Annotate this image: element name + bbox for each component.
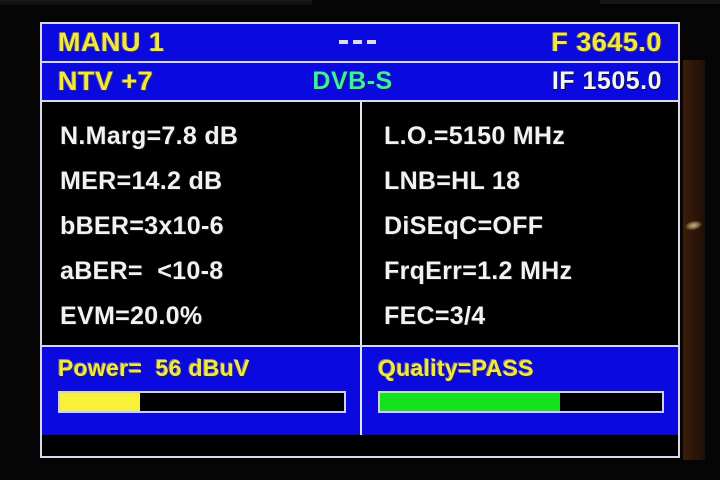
power-bar-track: [58, 391, 346, 413]
measurement-row: L.O.=5150 MHz: [384, 122, 566, 150]
measurement-row: DiSEqC=OFF: [384, 212, 544, 240]
signal-meter-screen: MANU 1 F 3645.0 NTV +7 DVB-S IF 1505.0 N…: [40, 22, 680, 458]
measurement-row: LNB=HL 18: [384, 167, 521, 195]
measurements-column-left: N.Marg=7.8 dB MER=14.2 dB bBER=3x10-6 aB…: [42, 102, 360, 345]
standard-label: DVB-S: [312, 67, 393, 95]
channel-name-label: NTV +7: [58, 66, 154, 96]
quality-meter: Quality=PASS: [360, 347, 678, 435]
measurement-row: MER=14.2 dB: [60, 167, 223, 195]
meters-area: Power= 56 dBuV Quality=PASS: [42, 347, 678, 435]
if-frequency-readout: IF 1505.0: [551, 67, 662, 95]
header-row-primary: MANU 1 F 3645.0: [42, 24, 678, 63]
quality-bar-fill: [380, 393, 561, 411]
header-row-secondary: NTV +7 DVB-S IF 1505.0: [42, 63, 678, 102]
power-label: Power= 56 dBuV: [58, 355, 250, 381]
measurement-mode-label: MANU 1: [58, 27, 165, 57]
power-meter: Power= 56 dBuV: [42, 347, 360, 435]
measurement-row: bBER=3x10-6: [60, 212, 224, 240]
quality-label: Quality=PASS: [378, 355, 534, 381]
measurement-row: EVM=20.0%: [60, 302, 203, 330]
quality-bar-track: [378, 391, 664, 413]
cabinet-edge: [683, 60, 705, 460]
power-bar-fill: [60, 393, 140, 411]
top-scan-band: [0, 0, 312, 5]
measurements-column-right: L.O.=5150 MHz LNB=HL 18 DiSEqC=OFF FrqEr…: [360, 102, 678, 345]
frequency-readout: F 3645.0: [551, 27, 662, 57]
measurement-row: N.Marg=7.8 dB: [60, 122, 239, 150]
measurement-row: FrqErr=1.2 MHz: [384, 257, 573, 285]
measurement-row: aBER= <10-8: [60, 257, 224, 285]
measurements-area: N.Marg=7.8 dB MER=14.2 dB bBER=3x10-6 aB…: [42, 102, 678, 347]
signal-indicator: [165, 34, 552, 52]
measurement-row: FEC=3/4: [384, 302, 486, 330]
top-scan-band-secondary: [600, 0, 720, 4]
signal-segments-icon: [339, 40, 377, 45]
